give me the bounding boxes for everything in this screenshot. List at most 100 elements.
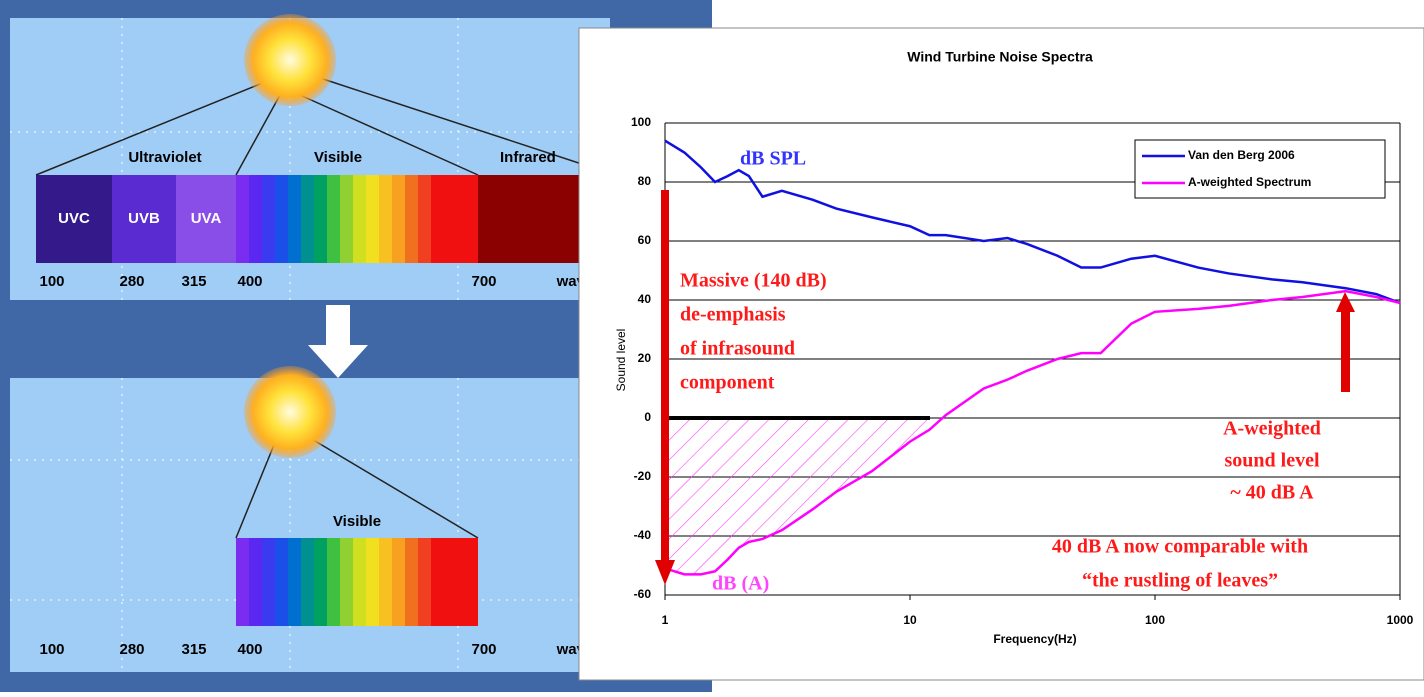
x-tick-label: 100 bbox=[1145, 613, 1165, 627]
spectrum-strip bbox=[262, 538, 276, 626]
scale-label: 700 bbox=[471, 641, 496, 658]
sun-rays bbox=[35, 77, 601, 539]
series-line bbox=[664, 289, 1401, 576]
annotation: dB (A) bbox=[712, 573, 769, 595]
spectrum-strip bbox=[405, 538, 419, 626]
uva-band bbox=[176, 175, 236, 263]
spectrum-strip bbox=[301, 538, 315, 626]
down-arrow bbox=[308, 305, 368, 378]
spectrum-strip bbox=[327, 538, 341, 626]
spectrum-strip bbox=[249, 175, 263, 263]
y-tick-label: 100 bbox=[631, 115, 651, 129]
chart-panel bbox=[578, 27, 1424, 681]
scale-label: 100 bbox=[39, 641, 64, 658]
spectrum-strip bbox=[431, 538, 478, 626]
y-tick-label: 80 bbox=[638, 174, 652, 188]
spectrum-strip bbox=[366, 538, 380, 626]
segment-label: UVA bbox=[191, 210, 222, 227]
annotation: Massive (140 dB) bbox=[680, 270, 827, 292]
spectrum-strip bbox=[249, 538, 263, 626]
spectrum-strip bbox=[353, 538, 367, 626]
spectrum-strip bbox=[405, 175, 419, 263]
spectrum-strip bbox=[314, 538, 328, 626]
segment-label: UVB bbox=[128, 210, 160, 227]
spectrum-strip bbox=[379, 175, 393, 263]
spectrum-strip bbox=[340, 175, 354, 263]
spectrum-strip bbox=[314, 175, 328, 263]
arrow-head bbox=[655, 560, 675, 585]
spectrum-strip bbox=[366, 175, 380, 263]
scale-label: 315 bbox=[181, 641, 206, 658]
spectrum-strip bbox=[327, 175, 341, 263]
spectrum-strip bbox=[431, 175, 478, 263]
sun bbox=[244, 366, 336, 458]
uvc-band bbox=[36, 175, 112, 263]
band-label: Ultraviolet bbox=[128, 149, 201, 166]
spectrum-strip bbox=[379, 538, 393, 626]
legend-label: Van den Berg 2006 bbox=[1188, 148, 1295, 162]
y-tick-label: -60 bbox=[634, 587, 652, 601]
scale-label: 400 bbox=[237, 273, 262, 290]
spectrum-strip bbox=[392, 175, 406, 263]
sun bbox=[244, 14, 336, 106]
chart-title: Wind Turbine Noise Spectra bbox=[907, 49, 1093, 65]
arrow-shaft bbox=[661, 190, 669, 565]
spectrum-strip bbox=[301, 175, 315, 263]
arrow-shaft bbox=[1341, 310, 1350, 392]
segment-label: UVC bbox=[58, 210, 90, 227]
spectrum-strip bbox=[353, 175, 367, 263]
spectrum-strip bbox=[262, 175, 276, 263]
annotation: ~ 40 dB A bbox=[1230, 482, 1314, 504]
legend-box bbox=[1134, 139, 1386, 199]
spectrum-strip bbox=[236, 175, 250, 263]
x-tick-label: 1 bbox=[662, 613, 669, 627]
spectrum-strip bbox=[275, 538, 289, 626]
y-tick-label: 20 bbox=[638, 351, 652, 365]
annotation: A-weighted bbox=[1223, 418, 1321, 440]
y-tick-label: -20 bbox=[634, 469, 652, 483]
annotation: de-emphasis bbox=[680, 304, 786, 326]
spectrum-strip bbox=[288, 538, 302, 626]
annotation: component bbox=[680, 372, 775, 394]
spectrum-strip bbox=[340, 538, 354, 626]
chart: Wind Turbine Noise Spectra -60 -40 -20 0 20 40… bbox=[614, 49, 1413, 646]
scale-label: 315 bbox=[181, 273, 206, 290]
x-axis-label: Frequency(Hz) bbox=[993, 632, 1076, 646]
legend-label: A-weighted Spectrum bbox=[1188, 175, 1311, 189]
x-tick-label: 10 bbox=[903, 613, 917, 627]
x-tick-label: 1000 bbox=[1387, 613, 1414, 627]
band-label: Infrared bbox=[500, 149, 556, 166]
scale-label: 280 bbox=[119, 273, 144, 290]
y-axis-label: Sound level bbox=[614, 329, 628, 392]
band-label: Visible bbox=[333, 513, 381, 530]
spectrum-strip bbox=[275, 175, 289, 263]
y-tick-label: 40 bbox=[638, 292, 652, 306]
scale-label: 100 bbox=[39, 273, 64, 290]
arrow-head bbox=[1336, 292, 1355, 312]
visible-band bbox=[236, 175, 478, 263]
scale-label: 280 bbox=[119, 641, 144, 658]
spectrum-strip bbox=[236, 538, 250, 626]
annotation: 40 dB A now comparable with bbox=[1052, 536, 1308, 558]
spectrum-strip bbox=[392, 538, 406, 626]
annotation: “the rustling of leaves” bbox=[1082, 570, 1278, 592]
band-label: Visible bbox=[314, 149, 362, 166]
y-tick-label: 0 bbox=[644, 410, 651, 424]
series-line bbox=[664, 139, 1401, 305]
y-tick-label: 60 bbox=[638, 233, 652, 247]
y-tick-label: -40 bbox=[634, 528, 652, 542]
uvb-band bbox=[112, 175, 176, 263]
spectrum-strip bbox=[418, 175, 432, 263]
spectrum-strip bbox=[288, 175, 302, 263]
scale-label: 400 bbox=[237, 641, 262, 658]
visible-band bbox=[236, 538, 478, 626]
spectrum-strip bbox=[418, 538, 432, 626]
scale-label: 700 bbox=[471, 273, 496, 290]
hatch-area bbox=[665, 418, 943, 575]
annotation: sound level bbox=[1224, 450, 1319, 472]
annotation: dB SPL bbox=[740, 148, 806, 170]
annotation: of infrasound bbox=[680, 338, 795, 360]
